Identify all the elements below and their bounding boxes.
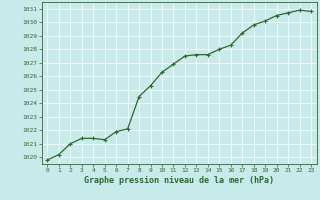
X-axis label: Graphe pression niveau de la mer (hPa): Graphe pression niveau de la mer (hPa) (84, 176, 274, 185)
